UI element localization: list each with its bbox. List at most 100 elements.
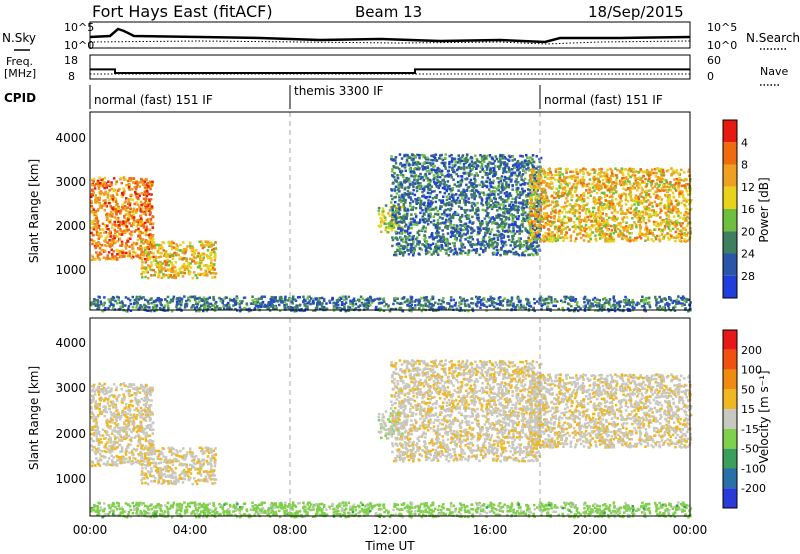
power-scatter-cell-4-815: [612, 181, 615, 184]
power-scatter-cell-3-1306: [478, 195, 481, 199]
power-scatter-cell-3-1906: [477, 231, 481, 235]
power-scatter-cell-0-580: [129, 237, 132, 240]
power-scatter-cell-3-1089: [521, 252, 524, 255]
power-scatter-cell-3-1625: [514, 245, 517, 249]
power-scatter-cell-4-1346: [613, 219, 617, 222]
power-scatter-cell-3-1578: [478, 183, 481, 187]
power-scatter-cell-4-874: [593, 171, 596, 174]
power-scatter-cell-0-165: [128, 252, 132, 255]
power-scatter-cell-3-1070: [391, 215, 394, 218]
power-scatter-cell-3-1996: [434, 225, 438, 229]
power-scatter-cell-3-1741: [398, 185, 401, 188]
power-scatter-cell-3-325: [455, 172, 458, 176]
cpid-segment-3: normal (fast) 151 IF: [544, 93, 663, 107]
power-scatter-cell-0-461: [127, 254, 130, 258]
power-scatter-cell-3-202: [436, 253, 440, 256]
power-scatter-cell-4-1108: [542, 217, 545, 221]
power-scatter-cell-3-1618: [413, 178, 416, 182]
power-scatter-cell-0-546: [104, 204, 107, 207]
power-scatter-cell-3-1102: [507, 210, 511, 213]
power-scatter-cell-1-379: [145, 269, 148, 273]
power-scatter-cell-3-1300: [438, 157, 441, 160]
power-scatter-cell-1-142: [213, 268, 216, 271]
power-scatter-cell-1-133: [201, 246, 205, 250]
power-scatter-cell-4-483: [641, 215, 644, 218]
power-scatter-cell-4-1204: [543, 202, 546, 206]
power-scatter-cell-3-2154: [498, 165, 502, 168]
power-scatter-cell-4-487: [650, 209, 654, 212]
nave-tick-bottom: 0: [707, 70, 714, 83]
power-scatter-cell-0-656: [141, 238, 144, 241]
power-scatter-cell-4-1255: [547, 172, 550, 176]
power-scatter-cell-3-1500: [481, 155, 484, 158]
power-scatter-cell-3-1388: [524, 249, 528, 253]
power-scatter-cell-0-533: [140, 192, 143, 195]
power-scatter-cell-3-1062: [455, 212, 459, 215]
power-scatter-cell-3-1836: [436, 225, 439, 228]
power-scatter-cell-3-1745: [440, 205, 443, 208]
power-scatter-cell-4-90: [678, 195, 681, 198]
power-scatter-cell-4-66: [533, 201, 537, 205]
power-scatter-cell-4-1544: [639, 227, 642, 230]
power-scatter-cell-4-198: [683, 239, 686, 243]
power-scatter-cell-4-611: [551, 210, 555, 213]
power-scatter-cell-3-1894: [459, 220, 462, 223]
power-scatter-cell-4-924: [671, 186, 675, 189]
power-scatter-cell-3-771: [416, 198, 419, 202]
power-scatter-cell-3-2027: [453, 200, 457, 203]
power-scatter-cell-1-276: [213, 255, 216, 258]
power-scatter-cell-2-89: [379, 221, 383, 224]
power-scatter-cell-4-1362: [557, 234, 560, 238]
power-scatter-cell-0-322: [133, 202, 136, 206]
power-scatter-cell-4-556: [569, 211, 572, 214]
power-scatter-cell-0-548: [138, 220, 142, 223]
power-scatter-cell-0-30: [150, 193, 153, 196]
power-scatter-cell-0-423: [148, 211, 152, 215]
power-scatter-cell-3-1998: [521, 202, 524, 205]
power-scatter-cell-3-2085: [418, 197, 421, 200]
power-scatter-cell-0-571: [111, 194, 115, 197]
power-scatter-cell-4-888: [568, 187, 572, 191]
power-scatter-cell-1-43: [203, 245, 206, 249]
power-scatter-cell-4-395: [532, 168, 536, 171]
power-scatter-cell-4-464: [683, 171, 686, 174]
power-scatter-cell-1-321: [162, 254, 166, 257]
power-scatter-cell-1-99: [143, 248, 147, 252]
power-scatter-cell-4-953: [639, 168, 642, 171]
power-scatter-cell-4-1462: [562, 194, 565, 197]
power-scatter-cell-4-1036: [540, 196, 543, 199]
power-scatter-cell-3-1554: [423, 166, 427, 169]
power-scatter-cell-3-1839: [447, 247, 450, 251]
power-scatter-cell-0-563: [119, 228, 122, 231]
power-scatter-cell-4-630: [630, 168, 633, 172]
power-scatter-cell-0-671: [128, 245, 131, 248]
power-scatter-cell-4-139: [569, 239, 573, 242]
power-scatter-cell-4-155: [655, 221, 658, 224]
power-scatter-cell-3-1850: [475, 167, 478, 170]
power-scatter-cell-3-1660: [440, 172, 443, 176]
power-scatter-cell-0-325: [104, 191, 107, 195]
power-scatter-cell-4-693: [608, 188, 611, 192]
power-scatter-cell-3-909: [486, 162, 490, 166]
power-scatter-cell-4-1077: [582, 198, 586, 201]
power-scatter-cell-3-568: [515, 225, 519, 228]
power-scatter-cell-3-1827: [437, 244, 441, 248]
power-scatter-cell-3-288: [424, 239, 427, 243]
power-scatter-cell-3-1718: [517, 187, 520, 190]
power-scatter-cell-3-787: [431, 197, 435, 200]
power-scatter-cell-3-169: [448, 197, 451, 200]
power-scatter-cell-0-597: [101, 222, 105, 225]
power-scatter-cell-4-1446: [620, 199, 623, 203]
power-scatter-cell-0-153: [103, 244, 106, 247]
power-scatter-cell-0-238: [100, 244, 103, 247]
power-scatter-cell-3-330: [391, 167, 394, 171]
power-scatter-cell-1-339: [205, 253, 208, 257]
power-scatter-cell-4-1327: [637, 197, 641, 201]
power-scatter-cell-3-1340: [526, 231, 530, 234]
power-scatter-cell-3-1609: [511, 235, 514, 238]
power-scatter-cell-1-83: [148, 257, 152, 261]
power-scatter-cell-3-1168: [417, 233, 421, 237]
power-scatter-cell-4-1534: [637, 210, 640, 213]
power-scatter-cell-3-868: [480, 202, 483, 205]
power-scatter-cell-1-296: [172, 274, 176, 277]
